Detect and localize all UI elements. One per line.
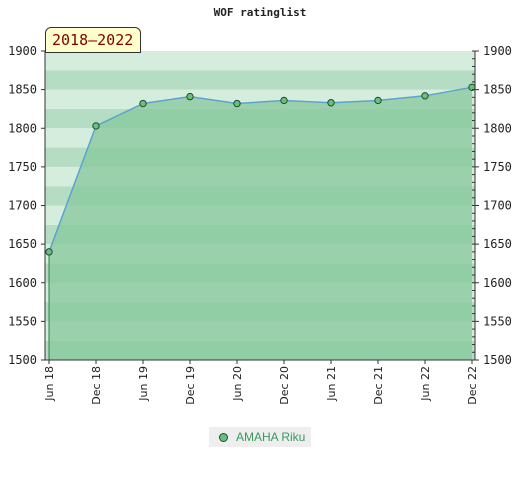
y-tick-label-left: 1850: [8, 83, 37, 97]
data-point: [421, 92, 429, 100]
y-tick-label-right: 1850: [483, 83, 512, 97]
chart-title: WOF ratinglist: [213, 6, 307, 19]
y-tick-label-left: 1650: [8, 237, 37, 251]
y-tick-label-left: 1550: [8, 314, 37, 328]
data-point: [374, 96, 382, 105]
x-tick-label: Dec 20: [278, 366, 291, 405]
y-tick-label-right: 1750: [483, 160, 512, 174]
x-tick-label: Dec 19: [184, 366, 197, 405]
x-tick-label: Dec 18: [90, 366, 103, 405]
data-point: [186, 92, 194, 101]
y-tick-label-right: 1900: [483, 44, 512, 58]
y-tick-label-left: 1800: [8, 121, 37, 135]
y-tick-label-left: 1600: [8, 276, 37, 290]
date-range-badge: 2018–2022: [45, 27, 142, 53]
y-tick-label-right: 1650: [483, 237, 512, 251]
x-tick-label: Dec 21: [372, 366, 385, 405]
grid-band: [45, 51, 475, 71]
legend-marker-icon: [219, 432, 228, 442]
y-tick-label-right: 1700: [483, 199, 512, 213]
data-point: [139, 99, 147, 108]
x-tick-label: Jun 19: [137, 366, 150, 402]
data-point: [45, 248, 53, 256]
x-tick-label: Jun 20: [231, 366, 244, 402]
y-tick-label-left: 1900: [8, 44, 37, 58]
y-tick-label-right: 1600: [483, 276, 512, 290]
x-tick-label: Dec 22: [466, 366, 479, 405]
data-point: [327, 99, 335, 107]
grid-band: [45, 70, 475, 90]
legend: AMAHA Riku: [209, 427, 312, 447]
data-point: [280, 96, 288, 105]
y-tick-label-right: 1800: [483, 121, 512, 135]
series-area: [49, 87, 472, 361]
data-point: [92, 122, 100, 130]
y-tick-label-left: 1700: [8, 199, 37, 213]
series-line: [48, 86, 473, 253]
x-tick-label: Jun 22: [419, 366, 432, 402]
y-tick-label-right: 1550: [483, 314, 512, 328]
x-tick-label: Jun 18: [43, 366, 56, 402]
legend-label: AMAHA Riku: [236, 430, 306, 444]
y-tick-label-left: 1750: [8, 160, 37, 174]
data-point: [233, 99, 241, 108]
y-tick-label-left: 1500: [8, 353, 37, 367]
x-tick-label: Jun 21: [325, 366, 338, 402]
y-tick-label-right: 1500: [483, 353, 512, 367]
